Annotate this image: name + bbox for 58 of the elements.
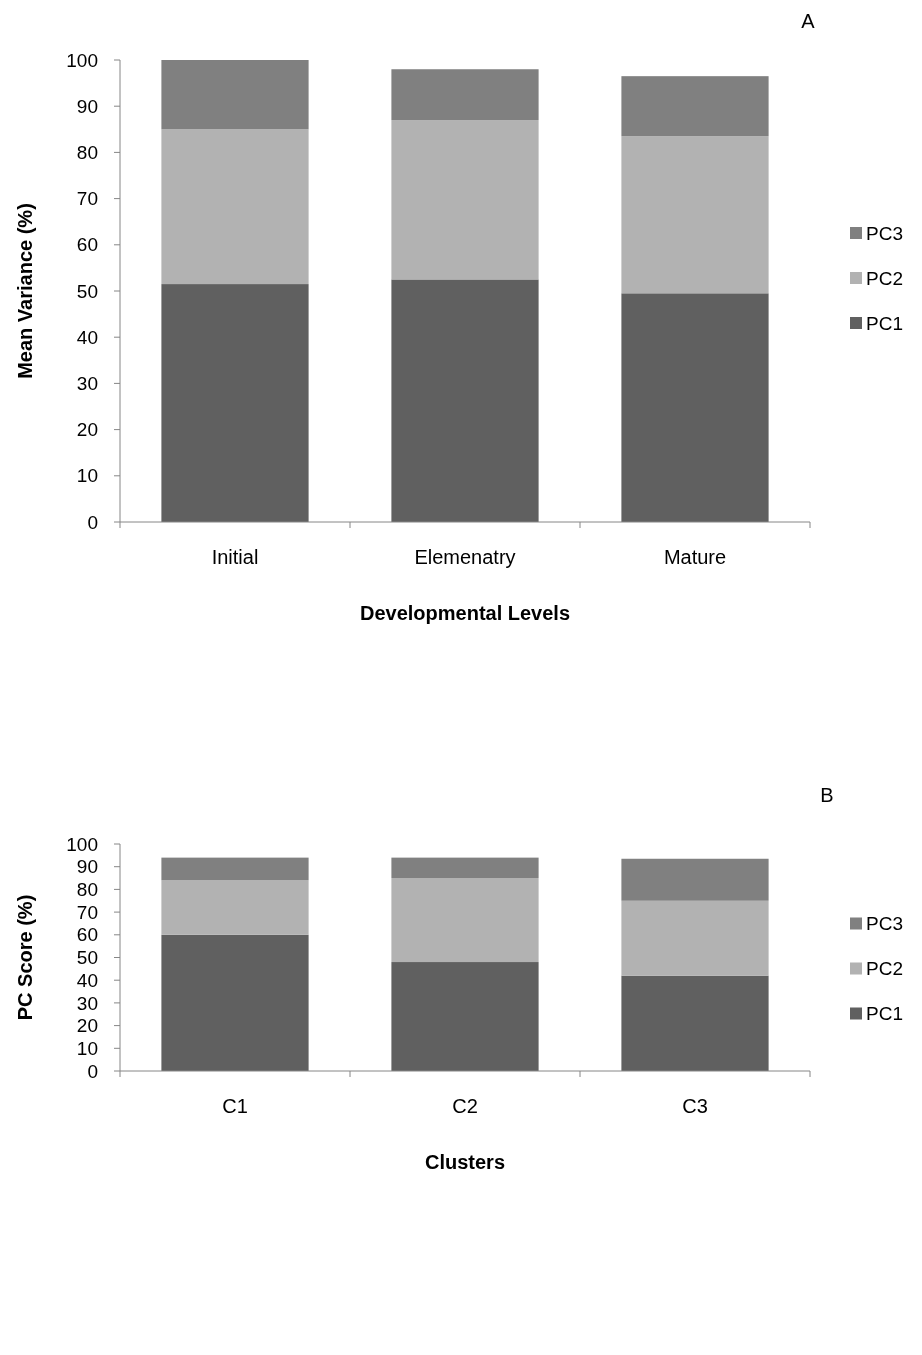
text: A	[801, 10, 816, 32]
bar	[161, 60, 309, 130]
x-axis-title: Developmental Levels	[359, 602, 571, 624]
x-tick-label: C2	[452, 1095, 478, 1117]
bar	[161, 934, 309, 1071]
legend-label: PC3	[866, 913, 903, 935]
bar	[391, 69, 539, 121]
bar	[161, 857, 309, 881]
bar	[391, 120, 539, 280]
x-axis-title: Clusters	[424, 1151, 506, 1173]
bar	[621, 76, 769, 137]
bar	[621, 136, 769, 294]
y-tick-label: 90	[76, 856, 98, 878]
y-tick-label: 40	[76, 326, 98, 348]
x-tick-label: C1	[222, 1095, 248, 1117]
y-axis-title: Mean Variance (%)	[14, 203, 36, 379]
x-tick-label: Elemenatry	[414, 546, 516, 568]
y-tick-label: 10	[76, 1037, 98, 1059]
y-tick-label: 40	[76, 969, 98, 991]
y-tick-label: 100	[66, 49, 98, 71]
bar	[161, 880, 309, 935]
y-tick-label: 50	[76, 947, 98, 969]
bar	[621, 900, 769, 976]
y-tick-label: 80	[76, 142, 98, 164]
x-tick-label: Mature	[663, 546, 727, 568]
legend-label: PC1	[866, 312, 903, 334]
y-tick-label: 0	[87, 511, 98, 533]
text: B	[820, 784, 834, 806]
y-tick-label: 100	[66, 833, 98, 855]
y-tick-label: 60	[76, 924, 98, 946]
legend-label: PC3	[866, 222, 903, 244]
legend-label: PC1	[866, 1003, 903, 1025]
y-tick-label: 60	[76, 234, 98, 256]
bar	[391, 878, 539, 963]
bar	[391, 857, 539, 879]
bar	[391, 962, 539, 1071]
bar	[161, 284, 309, 522]
x-tick-label: C3	[682, 1095, 708, 1117]
bar	[391, 279, 539, 522]
bar	[621, 858, 769, 901]
y-tick-label: 10	[76, 465, 98, 487]
y-tick-label: 0	[87, 1060, 98, 1082]
y-tick-label: 70	[76, 901, 98, 923]
y-tick-label: 30	[76, 373, 98, 395]
bar	[621, 293, 769, 522]
x-tick-label: Initial	[211, 546, 259, 568]
bar	[621, 975, 769, 1071]
y-tick-label: 80	[76, 879, 98, 901]
bar	[161, 129, 309, 285]
y-tick-label: 20	[76, 1015, 98, 1037]
y-tick-label: 20	[76, 419, 98, 441]
legend-label: PC2	[866, 267, 903, 289]
y-tick-label: 30	[76, 992, 98, 1014]
legend-label: PC2	[866, 958, 903, 980]
y-tick-label: 90	[76, 95, 98, 117]
y-tick-label: 50	[76, 280, 98, 302]
y-axis-title: PC Score (%)	[14, 894, 36, 1021]
y-tick-label: 70	[76, 188, 98, 210]
